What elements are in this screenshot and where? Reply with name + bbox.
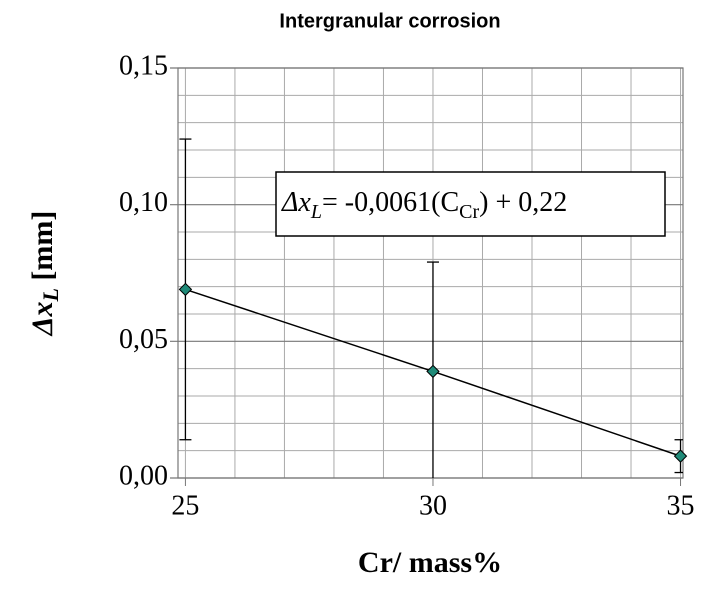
y-tick-label: 0,10 [119,187,168,218]
marker [426,364,440,379]
ann-sub: L [310,201,322,223]
plot-frame [177,67,684,479]
y-tick-label: 0,15 [119,50,168,81]
y-label-var: Δx [26,302,59,337]
x-axis-label: Cr/ mass% [358,546,502,579]
x-tick-label: 25 [171,490,199,521]
chart-title: Intergranular corrosion [279,10,500,32]
y-tick-label: 0,05 [119,324,168,355]
y-tick-label: 0,00 [119,460,168,491]
annotation-box [275,171,666,237]
ann-mid: = -0,0061(C [322,187,459,218]
ann-var: Δx [281,187,311,218]
x-tick-label: 30 [419,490,447,521]
marker [178,282,193,297]
annotation: ΔxL= -0,0061(CCr) + 0,22 [281,187,567,222]
y-axis-label: ΔxL [mm] [26,211,63,337]
grid [170,67,684,486]
ann-end: ) + 0,22 [479,187,567,218]
marker [673,449,688,463]
y-label-sub: L [38,288,63,302]
ann-sub2: Cr [459,201,479,223]
x-tick-label: 35 [667,490,695,521]
y-label-unit: [mm] [26,211,59,288]
